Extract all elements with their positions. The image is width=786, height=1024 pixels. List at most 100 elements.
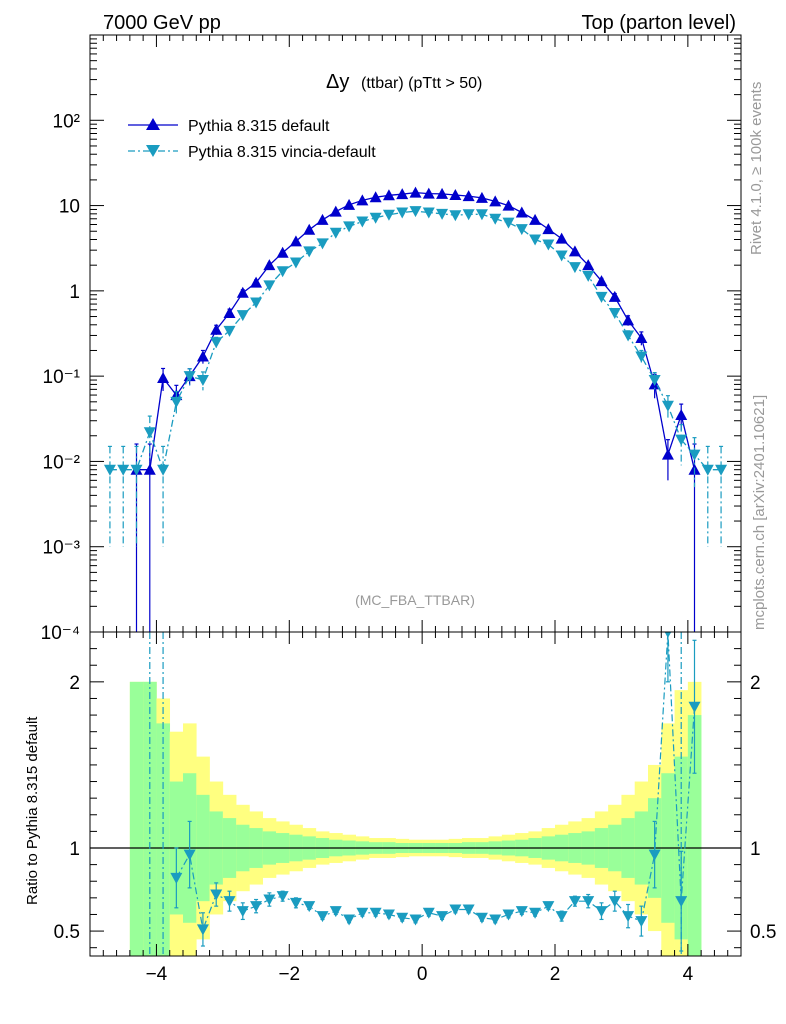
data-point	[502, 199, 515, 211]
rivet-label: Rivet 4.1.0, ≥ 100k events	[748, 82, 765, 255]
data-point	[568, 262, 581, 274]
ratio-point	[409, 914, 422, 926]
ratio-axis-ticks	[89, 632, 742, 956]
data-point	[396, 188, 409, 200]
ratio-point	[582, 896, 595, 908]
ratio-panel: 0.5 0.5 1 1 2 2 −4 −2 0 2 4	[54, 631, 777, 985]
data-point	[343, 221, 356, 233]
x-tick-label: 0	[417, 964, 428, 985]
data-point	[436, 187, 449, 199]
data-point	[329, 205, 342, 217]
ratio-point	[183, 849, 196, 861]
data-point	[515, 224, 528, 236]
data-point	[608, 290, 621, 302]
data-point	[608, 308, 621, 320]
data-point	[582, 270, 595, 282]
y-tick-label: 10⁻⁴	[41, 623, 80, 644]
ratio-point	[475, 912, 488, 924]
data-point	[675, 434, 688, 446]
data-point	[196, 375, 209, 387]
ratio-y-tick-label-right: 1	[750, 839, 761, 860]
data-point	[529, 213, 542, 225]
data-point	[688, 449, 701, 461]
ratio-point	[196, 924, 209, 936]
ratio-y-tick-labels: 0.5 0.5 1 1 2 2	[54, 673, 777, 943]
ratio-point	[329, 906, 342, 918]
data-point	[210, 323, 223, 335]
ratio-point	[236, 906, 249, 918]
ratio-point	[502, 909, 515, 921]
y-tick-label: 1	[69, 282, 80, 303]
data-point	[276, 246, 289, 258]
ratio-point	[396, 912, 409, 924]
data-point	[622, 330, 635, 342]
y-tick-label: 10²	[53, 111, 80, 132]
data-point	[103, 464, 116, 476]
data-point	[715, 464, 728, 476]
data-point	[701, 464, 714, 476]
data-point	[422, 207, 435, 219]
data-point	[449, 210, 462, 222]
ratio-point	[170, 872, 183, 884]
ratio-point	[664, 632, 672, 638]
data-point	[250, 297, 263, 309]
ratio-point	[555, 911, 568, 923]
data-point	[157, 464, 170, 476]
data-point	[529, 234, 542, 246]
green-band	[687, 715, 702, 956]
ratio-point	[542, 901, 555, 913]
data-point	[475, 191, 488, 203]
ratio-point	[303, 901, 316, 913]
mcplots-label: mcplots.cern.ch [arXiv:2401.10621]	[751, 395, 768, 630]
main-panel: 10⁻⁴ 10⁻³ 10⁻² 10⁻¹ 1 10 10² Δy (ttbar) (pTtt …	[41, 34, 742, 644]
ratio-point	[622, 911, 635, 923]
ratio-point	[316, 911, 329, 923]
data-point	[382, 209, 395, 221]
ratio-point	[223, 896, 236, 908]
main-axis-ticks	[89, 35, 742, 633]
data-point	[316, 238, 329, 250]
data-point	[462, 209, 475, 221]
ratio-point	[422, 907, 435, 919]
legend-label-default: Pythia 8.315 default	[188, 118, 330, 135]
ratio-point	[515, 906, 528, 918]
ratio-point	[462, 904, 475, 916]
data-point	[143, 427, 156, 439]
data-point	[223, 307, 236, 319]
data-point	[329, 227, 342, 239]
data-point	[343, 198, 356, 210]
data-point	[263, 259, 276, 271]
data-point	[170, 396, 183, 408]
header-right: Top (parton level)	[581, 12, 736, 34]
data-point	[369, 191, 382, 203]
data-point	[542, 223, 555, 235]
data-point	[635, 332, 648, 344]
data-point	[409, 186, 422, 198]
data-point	[462, 190, 475, 202]
ratio-point	[648, 849, 661, 861]
data-point	[595, 291, 608, 303]
ratio-point	[568, 896, 581, 908]
data-point	[449, 189, 462, 201]
main-plot-area	[103, 186, 728, 632]
data-point	[635, 351, 648, 363]
series-line-1	[109, 210, 722, 473]
data-point	[316, 213, 329, 225]
ratio-series-line	[175, 632, 696, 932]
ratio-point	[343, 914, 356, 926]
main-y-tick-labels: 10⁻⁴ 10⁻³ 10⁻² 10⁻¹ 1 10 10²	[41, 111, 80, 644]
data-point	[595, 275, 608, 287]
ratio-y-tick-label-left: 0.5	[54, 922, 80, 943]
x-tick-label: 2	[550, 964, 561, 985]
data-point	[555, 232, 568, 244]
data-point	[303, 223, 316, 235]
data-point	[183, 371, 196, 383]
data-point	[489, 213, 502, 225]
data-point	[515, 206, 528, 218]
data-point	[542, 239, 555, 251]
plot-title-sub: (ttbar) (pTtt > 50)	[361, 75, 482, 92]
data-point	[409, 206, 422, 218]
data-point	[223, 325, 236, 337]
data-point	[568, 245, 581, 257]
